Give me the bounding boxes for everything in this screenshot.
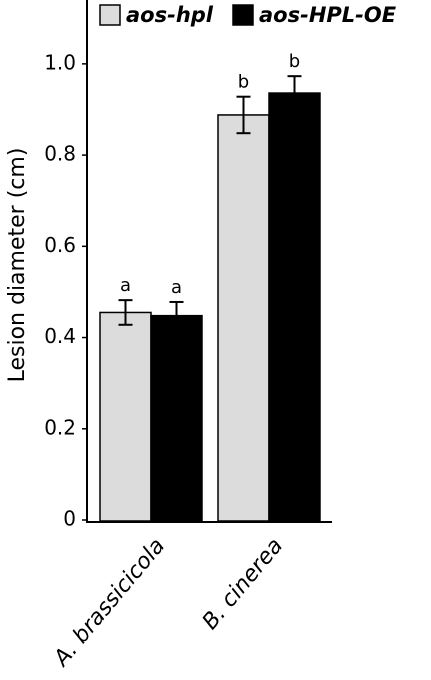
y-tick-label: 1.0 bbox=[44, 50, 76, 74]
bar bbox=[217, 114, 270, 522]
legend-swatch bbox=[99, 4, 121, 26]
legend-label: aos-hpl bbox=[126, 3, 214, 27]
x-tick-label: A. brassicicola bbox=[48, 534, 170, 673]
x-tick-label: B. cinerea bbox=[198, 534, 288, 635]
bar bbox=[268, 92, 321, 522]
bar bbox=[150, 314, 203, 522]
y-tick-label: 0.8 bbox=[44, 142, 76, 166]
y-axis-label: Lesion diameter (cm) bbox=[5, 148, 30, 383]
y-tick-label: 0.6 bbox=[44, 233, 76, 257]
significance-letter: a bbox=[171, 277, 182, 298]
y-tick-label: 0 bbox=[63, 507, 76, 531]
y-tick-label: 0.4 bbox=[44, 324, 76, 348]
bar bbox=[99, 311, 152, 522]
significance-letter: a bbox=[120, 275, 131, 296]
significance-letter: b bbox=[289, 51, 300, 72]
legend-label: aos-HPL-OE bbox=[259, 3, 397, 27]
significance-letter: b bbox=[238, 72, 249, 93]
legend-swatch bbox=[232, 4, 254, 26]
y-tick-label: 0.2 bbox=[44, 415, 76, 439]
